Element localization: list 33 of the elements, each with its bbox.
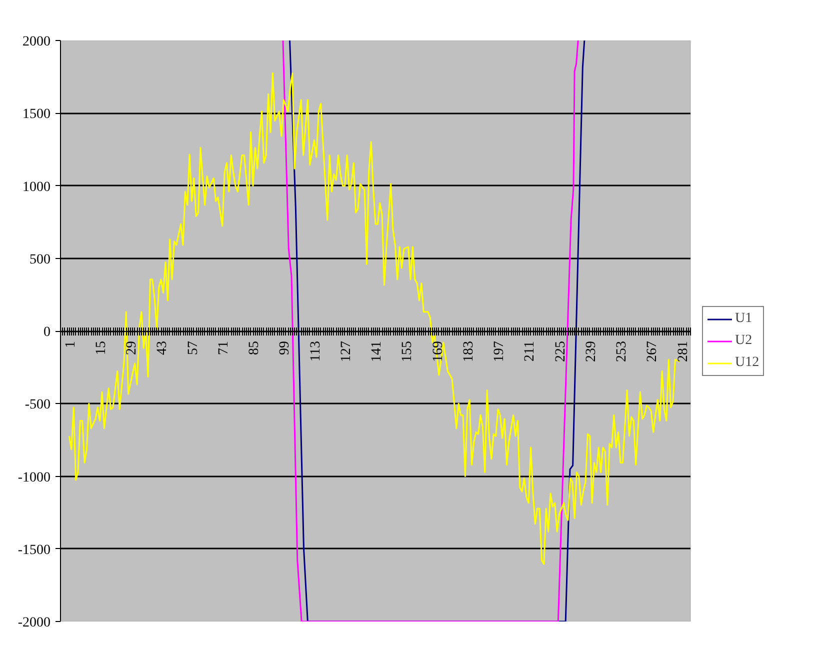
x-tick-label: 281: [676, 341, 691, 362]
y-tick-label: 1500: [22, 107, 50, 122]
x-tick-label: 253: [614, 341, 630, 362]
x-tick-label: 183: [461, 341, 476, 362]
x-tick-label: 43: [155, 341, 170, 355]
legend-label: U12: [735, 355, 760, 371]
x-tick-label: 57: [186, 341, 201, 355]
y-tick-label: 0: [44, 325, 50, 340]
y-tick-label: -2000: [18, 616, 51, 630]
x-tick-label: 239: [584, 341, 599, 362]
y-tick-label: -1000: [18, 470, 51, 486]
legend-label: U1: [735, 311, 754, 327]
x-tick-label: 29: [124, 341, 140, 355]
x-tick-label: 71: [216, 341, 232, 355]
y-tick-label: 1000: [22, 180, 50, 195]
x-tick-label: 197: [492, 341, 507, 362]
y-tick-label: -1500: [18, 542, 51, 558]
x-tick-label: 15: [94, 341, 109, 355]
y-tick-label: -500: [24, 398, 51, 413]
x-tick-label: 141: [370, 341, 384, 362]
x-tick-label: 99: [278, 341, 293, 355]
x-tick-label: 113: [308, 340, 324, 362]
legend-label: U2: [735, 333, 754, 349]
y-tick-label: 2000: [22, 34, 50, 50]
x-tick-label: 155: [400, 341, 416, 362]
y-tick-label: 500: [30, 252, 50, 268]
x-tick-label: 1: [63, 341, 78, 348]
x-tick-label: 225: [553, 341, 568, 362]
x-tick-label: 127: [338, 341, 354, 362]
x-tick-label: 85: [247, 341, 262, 355]
x-tick-label: 169: [430, 341, 446, 362]
x-tick-label: 267: [645, 341, 660, 362]
x-tick-label: 211: [522, 340, 538, 362]
